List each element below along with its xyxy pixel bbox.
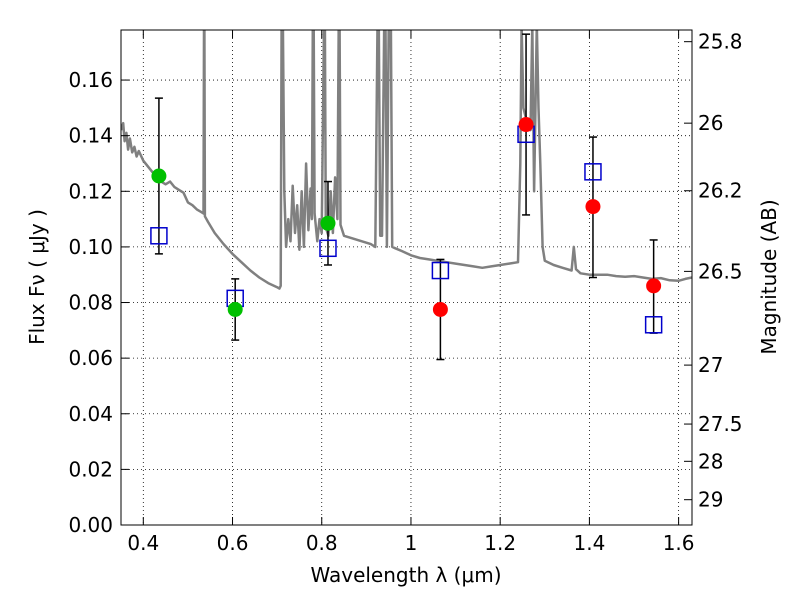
x-tick-label: 1.6 <box>663 531 695 555</box>
right-tick-label: 25.8 <box>698 30 743 54</box>
x-tick-label: 0.6 <box>217 531 249 555</box>
right-tick-label: 27 <box>698 353 723 377</box>
red-data-point <box>585 199 601 215</box>
green-data-point <box>320 215 336 231</box>
green-data-point <box>151 168 167 184</box>
red-data-point <box>432 301 448 317</box>
tick-labels: 0.4 0.6 0.8 1 1.2 1.4 1.6 0.00 0.02 0.04 0.06 0.08 0… <box>68 30 742 555</box>
y-tick-label: 0.00 <box>68 513 113 537</box>
data-points <box>150 117 663 334</box>
model-square-point <box>644 316 663 334</box>
model-square-point <box>150 227 168 245</box>
grid <box>121 30 692 525</box>
right-tick-label: 26.2 <box>698 179 743 203</box>
right-tick-label: 26 <box>698 111 723 135</box>
model-square-point <box>319 239 337 258</box>
x-tick-label: 1 <box>405 531 418 555</box>
x-tick-label: 0.4 <box>127 531 159 555</box>
red-data-point <box>646 278 662 294</box>
right-tick-label: 26.5 <box>698 259 743 283</box>
y-tick-label: 0.14 <box>68 124 113 148</box>
green-data-point <box>227 301 243 317</box>
y-tick-label: 0.04 <box>68 402 113 426</box>
y-axis-right-label: Magnitude (AB) <box>757 199 781 354</box>
right-tick-label: 29 <box>698 488 723 512</box>
model-square-point <box>431 261 450 280</box>
y-tick-label: 0.06 <box>68 346 113 370</box>
axis-ticks <box>121 30 692 526</box>
y-tick-label: 0.10 <box>68 235 113 259</box>
right-tick-label: 27.5 <box>698 412 743 436</box>
red-data-point <box>518 117 534 133</box>
plot-frame <box>120 29 693 526</box>
model-spectrum-layer <box>121 30 692 290</box>
x-tick-label: 1.2 <box>484 531 516 555</box>
y-tick-label: 0.08 <box>68 291 113 315</box>
y-tick-label: 0.12 <box>68 179 113 203</box>
model-square-point <box>584 163 602 181</box>
y-tick-label: 0.16 <box>68 68 113 92</box>
x-tick-label: 1.4 <box>573 531 605 555</box>
right-tick-label: 28 <box>698 449 723 473</box>
y-tick-label: 0.02 <box>68 457 113 481</box>
y-axis-label: Flux Fν ( μJy ) <box>25 209 49 345</box>
model-spectrum-line <box>121 30 692 290</box>
x-axis-label: Wavelength λ (μm) <box>310 563 501 587</box>
x-tick-label: 0.8 <box>306 531 338 555</box>
